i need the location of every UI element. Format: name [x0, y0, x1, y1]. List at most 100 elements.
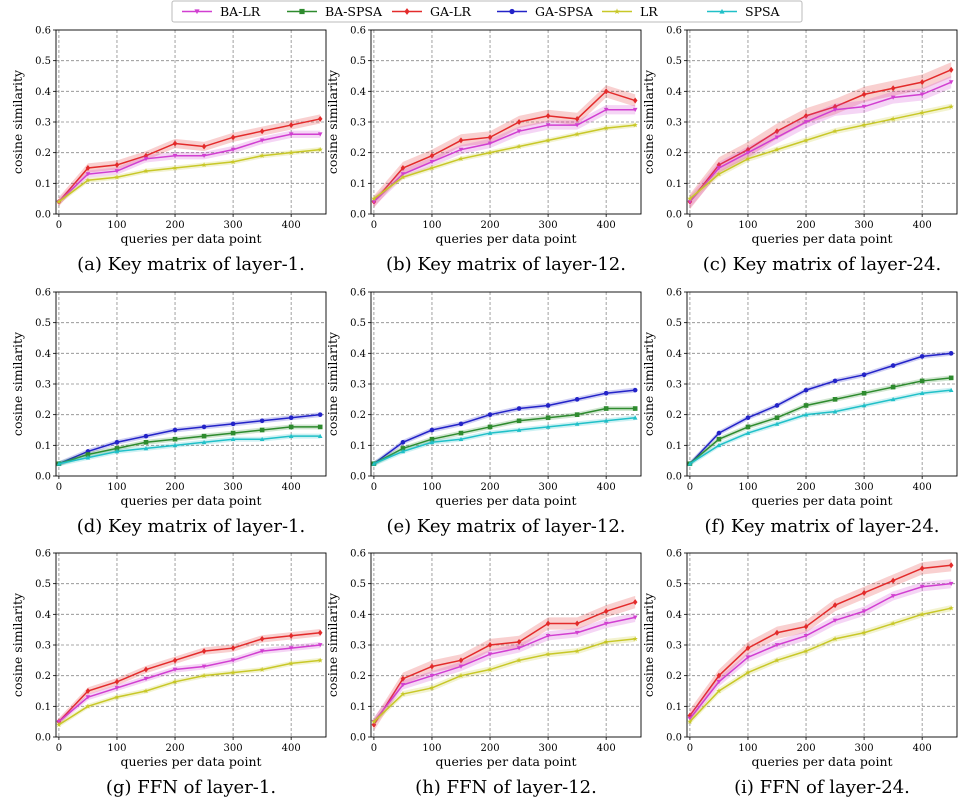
- data-point: [632, 599, 638, 606]
- data-point: [259, 635, 265, 642]
- data-point: [545, 123, 551, 128]
- y-tick-label: 0.5: [666, 56, 682, 67]
- series-line: [58, 118, 321, 203]
- data-point: [400, 446, 406, 451]
- data-point: [687, 718, 693, 724]
- data-point: [172, 667, 178, 672]
- data-point: [400, 439, 406, 445]
- data-point: [487, 149, 493, 155]
- panel-caption: (h) FFN of layer-12.: [415, 777, 597, 798]
- series-band: [58, 657, 321, 728]
- data-point: [603, 639, 609, 645]
- data-point: [114, 439, 120, 445]
- data-point: [919, 390, 925, 396]
- data-point: [487, 430, 493, 435]
- y-tick-label: 0.1: [666, 441, 682, 452]
- data-point: [774, 135, 780, 140]
- panel-caption: (i) FFN of layer-24.: [734, 777, 910, 798]
- data-point: [400, 691, 406, 697]
- data-point: [259, 418, 265, 424]
- series-line: [373, 638, 636, 723]
- data-point: [716, 672, 722, 679]
- data-point: [487, 424, 493, 430]
- series-line: [58, 644, 321, 723]
- x-tick-label: 0: [56, 743, 62, 754]
- series-band: [58, 641, 321, 725]
- x-tick-label: 0: [56, 482, 62, 493]
- series-line: [689, 81, 952, 203]
- data-point: [687, 461, 693, 466]
- data-point: [803, 623, 809, 630]
- data-point: [890, 85, 896, 92]
- panel-caption: (c) Key matrix of layer-24.: [703, 254, 941, 275]
- data-point: [687, 716, 693, 721]
- data-point: [919, 611, 925, 617]
- data-point: [832, 397, 838, 402]
- y-tick-label: 0.3: [35, 380, 51, 391]
- y-tick-label: 0.1: [35, 441, 51, 452]
- data-point: [85, 452, 91, 457]
- data-point: [890, 620, 896, 626]
- data-point: [603, 390, 609, 396]
- data-point: [288, 415, 294, 421]
- x-tick-label: 300: [224, 220, 243, 231]
- data-point: [230, 658, 236, 663]
- data-point: [745, 415, 751, 421]
- panel-caption: (f) Key matrix of layer-24.: [704, 516, 939, 537]
- legend-frame: [171, 0, 803, 23]
- data-point: [458, 436, 464, 442]
- series-line: [58, 659, 321, 726]
- data-point: [114, 169, 120, 174]
- data-point: [861, 104, 867, 109]
- data-point: [745, 150, 751, 155]
- x-axis-label: queries per data point: [751, 231, 892, 246]
- data-point: [545, 403, 551, 408]
- series-line: [689, 564, 952, 716]
- data-point: [861, 609, 867, 614]
- x-axis-label: queries per data point: [120, 231, 261, 246]
- data-point: [774, 657, 780, 663]
- data-point: [201, 672, 207, 678]
- data-point: [687, 195, 693, 201]
- series-line: [689, 607, 952, 723]
- data-point: [143, 446, 149, 451]
- data-point: [545, 620, 551, 627]
- data-point: [832, 618, 838, 623]
- chart-panel: 0.0 0.1 0.2 0.3 0.4 0.5 0.6 0 100 200 300 400 querie…: [325, 288, 642, 537]
- data-point: [516, 646, 522, 651]
- data-point: [114, 174, 120, 180]
- x-tick-label: 200: [480, 482, 499, 493]
- data-point: [400, 172, 406, 177]
- y-tick-label: 0.6: [35, 288, 51, 299]
- data-point: [603, 621, 609, 626]
- data-point: [458, 430, 464, 436]
- data-point: [948, 80, 954, 85]
- data-point: [201, 439, 207, 445]
- data-point: [803, 412, 809, 417]
- data-point: [574, 630, 580, 636]
- data-point: [317, 433, 323, 438]
- series-band: [689, 62, 952, 210]
- series-line: [58, 133, 321, 203]
- data-point: [371, 195, 377, 201]
- x-tick-label: 400: [913, 482, 932, 493]
- data-point: [545, 112, 551, 119]
- data-point: [832, 128, 838, 134]
- data-point: [85, 455, 91, 460]
- y-tick-label: 0.2: [35, 671, 51, 682]
- panel-caption: (e) Key matrix of layer-12.: [386, 516, 625, 537]
- data-point: [803, 120, 809, 125]
- x-tick-label: 300: [539, 482, 558, 493]
- data-point: [317, 424, 323, 430]
- y-tick-label: 0.5: [666, 579, 682, 590]
- data-point: [861, 403, 867, 408]
- chart-panel: 0.0 0.1 0.2 0.3 0.4 0.5 0.6 0 100 200 300 400 querie…: [641, 26, 958, 275]
- chart-panel: 0.0 0.1 0.2 0.3 0.4 0.5 0.6 0 100 200 300 400 querie…: [10, 26, 327, 275]
- series-band: [373, 105, 636, 207]
- data-point: [716, 430, 722, 436]
- y-axis-label: cosine similarity: [325, 331, 340, 436]
- data-point: [516, 657, 522, 663]
- data-point: [458, 421, 464, 427]
- y-tick-label: 0.1: [666, 179, 682, 190]
- data-point: [803, 137, 809, 143]
